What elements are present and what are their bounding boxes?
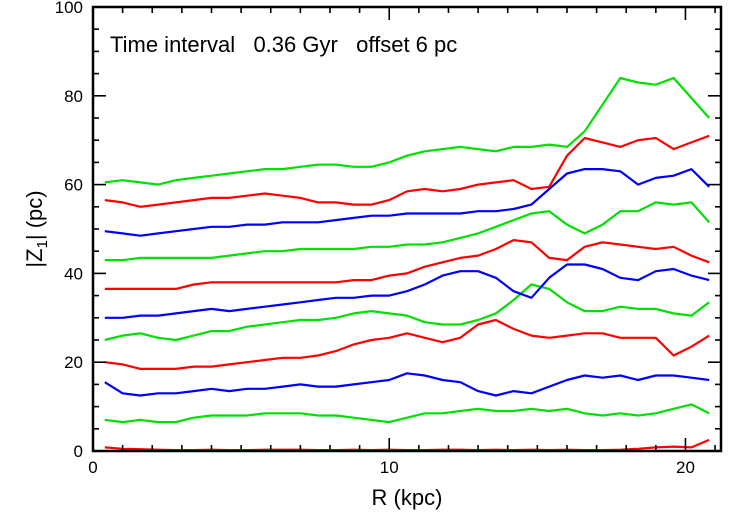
series-line-11 <box>104 76 711 186</box>
series-line-4 <box>104 318 710 370</box>
series-line-1 <box>104 438 710 452</box>
y-tick-label: 100 <box>55 0 83 17</box>
ticks-layer <box>92 6 721 452</box>
y-tick-label: 20 <box>64 353 83 372</box>
y-tick-label: 0 <box>74 442 83 461</box>
y-tick-label: 40 <box>64 264 83 283</box>
y-tick-label: 60 <box>64 176 83 195</box>
series-line-3 <box>104 372 710 397</box>
series-line-6 <box>104 263 710 319</box>
annotation-text: Time interval 0.36 Gyr offset 6 pc <box>110 32 457 57</box>
series-line-7 <box>104 239 710 290</box>
tick-labels-layer: 0 10 20 0 20 40 60 80 100 <box>55 0 695 477</box>
y-axis-title-suffix: | (pc) <box>22 190 47 240</box>
y-axis-title: |Z1| (pc) <box>22 190 51 267</box>
series-line-5 <box>104 283 710 342</box>
y-axis-title-prefix: |Z <box>22 248 47 267</box>
series-line-9 <box>104 168 710 237</box>
series-line-2 <box>104 403 710 424</box>
series-layer <box>104 76 711 452</box>
y-axis-title-subscript: 1 <box>34 240 51 248</box>
x-tick-label: 10 <box>380 458 399 477</box>
x-axis-title: R (kpc) <box>372 485 443 510</box>
series-line-8 <box>104 201 711 262</box>
series-line-10 <box>104 134 710 208</box>
y-tick-label: 80 <box>64 87 83 106</box>
x-tick-label: 0 <box>88 458 97 477</box>
x-tick-label: 20 <box>676 458 695 477</box>
